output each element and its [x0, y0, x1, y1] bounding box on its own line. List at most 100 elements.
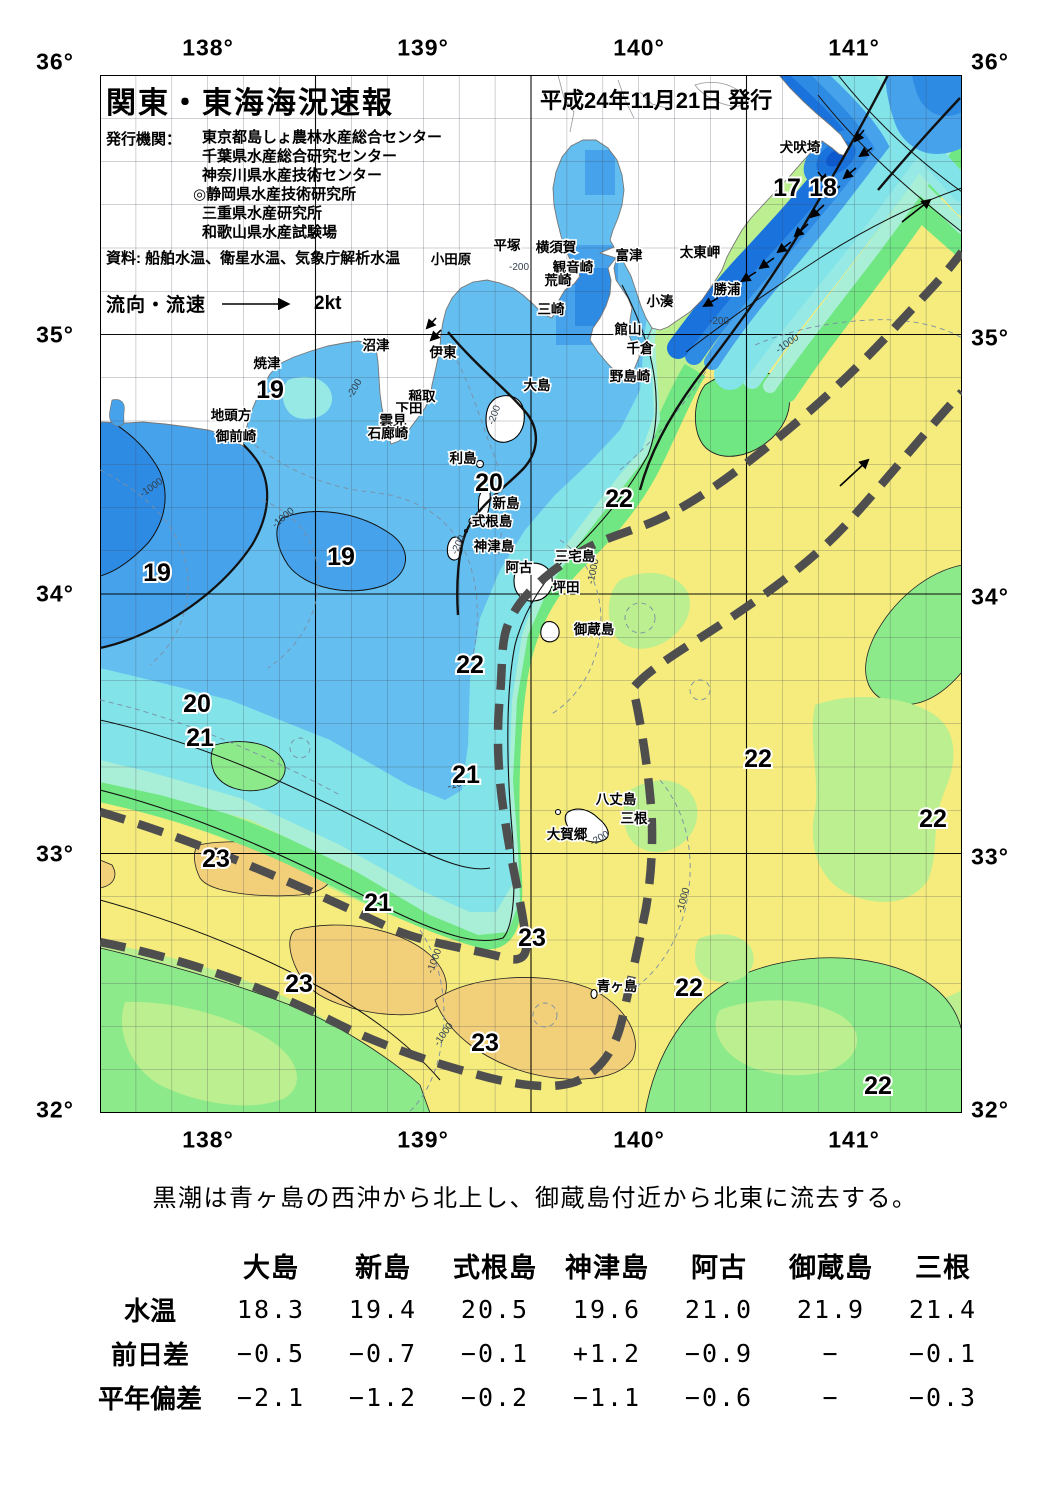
temp-label: 19: [327, 543, 355, 571]
temp-label: 20: [475, 469, 503, 497]
table-col-header: 三根: [915, 1252, 971, 1283]
table-col-header: 新島: [355, 1252, 411, 1283]
temp-label: 23: [202, 845, 230, 873]
axis-lon-label: 140°: [613, 1126, 665, 1153]
depth-label: -200: [709, 316, 729, 327]
axis-lon-label: 138°: [182, 34, 234, 61]
axis-lat-label: 36°: [971, 48, 1009, 75]
place-label: 八丈島: [595, 791, 637, 807]
place-label: 地頭方: [211, 407, 252, 423]
issuer-item: ◎静岡県水産技術研究所: [193, 186, 357, 203]
table-cell: −: [822, 1338, 840, 1368]
table-cell: −0.5: [236, 1338, 306, 1368]
place-label: 青ヶ島: [597, 978, 638, 994]
place-label: 館山: [615, 321, 642, 337]
issuer-item: 千葉県水産総合研究センター: [202, 148, 398, 165]
temp-label: 22: [605, 485, 633, 513]
issuer-item: 東京都島しょ農林水産総合センター: [202, 129, 443, 146]
table-cell: −0.2: [460, 1382, 530, 1412]
axis-lat-label: 34°: [36, 580, 74, 607]
place-label: 神津島: [474, 538, 515, 554]
place-label: 観音崎: [553, 259, 594, 275]
depth-label: -1000: [586, 557, 602, 585]
temp-label: 22: [919, 805, 947, 833]
table-cell: 18.3: [236, 1294, 306, 1324]
table-col-header: 式根島: [453, 1252, 537, 1283]
temp-label: 19: [256, 376, 284, 404]
issuer-list: 東京都島しょ農林水産総合センター 千葉県水産総合研究センター 神奈川県水産技術セ…: [193, 128, 443, 242]
flow-legend-speed: 2kt: [314, 292, 342, 314]
current-arrows: [425, 129, 932, 487]
table-col-header: 御蔵島: [789, 1252, 873, 1283]
place-label: 荒崎: [544, 272, 573, 288]
place-label: 平塚: [494, 238, 522, 253]
place-label: 阿古: [506, 559, 534, 575]
table-col-header: 神津島: [565, 1252, 649, 1283]
table-cell: −0.3: [908, 1382, 978, 1412]
temp-label: 23: [518, 924, 546, 952]
axis-lon-label: 138°: [182, 1126, 234, 1153]
table-cell: 19.6: [572, 1294, 642, 1324]
axis-lat-label: 34°: [971, 583, 1009, 610]
temp-label: 22: [675, 974, 703, 1002]
axis-lat-label: 33°: [971, 843, 1009, 870]
kuroshio-path: [100, 249, 962, 1091]
bathymetry-contours: [100, 319, 962, 1113]
temp-label: 18: [809, 174, 837, 202]
table-row-header: 平年偏差: [97, 1383, 202, 1414]
place-label: 富津: [616, 247, 644, 263]
axis-lon-label: 139°: [397, 34, 449, 61]
temp-label: 22: [456, 651, 484, 679]
table-cell: +1.2: [572, 1338, 642, 1368]
axis-lon-label: 140°: [613, 34, 665, 61]
table-cell: 20.5: [460, 1294, 530, 1324]
table-cell: 21.0: [684, 1294, 754, 1324]
place-label: 石廊崎: [367, 425, 409, 441]
place-label: 勝浦: [714, 281, 742, 297]
depth-label: -200: [509, 262, 529, 273]
temp-label: 21: [186, 724, 214, 752]
place-label: 小湊: [647, 293, 675, 309]
sst-table: 大島 新島 式根島 神津島 阿古 御蔵島 三根 水温 18.3 19.4 20.…: [85, 1243, 999, 1419]
place-label: 式根島: [472, 513, 513, 529]
table-row-header: 前日差: [110, 1339, 189, 1370]
issuer-label: 発行機関：: [106, 131, 182, 148]
temp-label: 21: [364, 889, 392, 917]
issuer-item: 三重県水産研究所: [202, 205, 323, 222]
place-label: 三根: [621, 810, 649, 826]
issue-date: 平成24年11月21日 発行: [540, 88, 773, 113]
place-label: 野島崎: [610, 368, 651, 384]
land: [100, 75, 850, 1000]
issuer-item: 神奈川県水産技術センター: [202, 167, 383, 184]
place-label: 三崎: [538, 301, 566, 317]
place-label: 利島: [450, 450, 477, 466]
depth-label: -100: [446, 777, 469, 793]
temp-label: 22: [864, 1072, 892, 1100]
temp-label: 19: [143, 559, 171, 587]
table-col-header: 阿古: [691, 1252, 747, 1283]
table-cell: 21.9: [796, 1294, 866, 1324]
temp-label: 23: [471, 1029, 499, 1057]
table-cell: −2.1: [236, 1382, 306, 1412]
table-cell: 19.4: [348, 1294, 418, 1324]
temperature-labels: 17 18 19 19 19 20 20 21 22 22 21 22 22 2…: [141, 172, 949, 1102]
place-label: 犬吠埼: [780, 139, 821, 155]
issuer-item: 和歌山県水産試験場: [202, 224, 338, 241]
axis-lon-label: 141°: [828, 1126, 880, 1153]
place-label: 三宅島: [555, 548, 596, 564]
sea-temperature-map: -200 -200 -200 -200 -200 -200 -1000 -100…: [100, 75, 962, 1113]
table-cell: −0.1: [460, 1338, 530, 1368]
place-label: 太東岬: [680, 244, 721, 260]
page-title: 関東・東海海況速報: [106, 87, 394, 120]
temp-label: 20: [183, 690, 211, 718]
axis-lat-label: 35°: [971, 324, 1009, 351]
place-label: 沼津: [363, 337, 390, 353]
place-label: 下田: [396, 401, 423, 416]
table-cell: −0.1: [908, 1338, 978, 1368]
axis-lat-label: 32°: [971, 1096, 1009, 1123]
table-cell: −0.7: [348, 1338, 418, 1368]
table-col-header: 大島: [243, 1252, 299, 1283]
islands: [446, 395, 609, 1000]
axis-lat-label: 32°: [36, 1096, 74, 1123]
